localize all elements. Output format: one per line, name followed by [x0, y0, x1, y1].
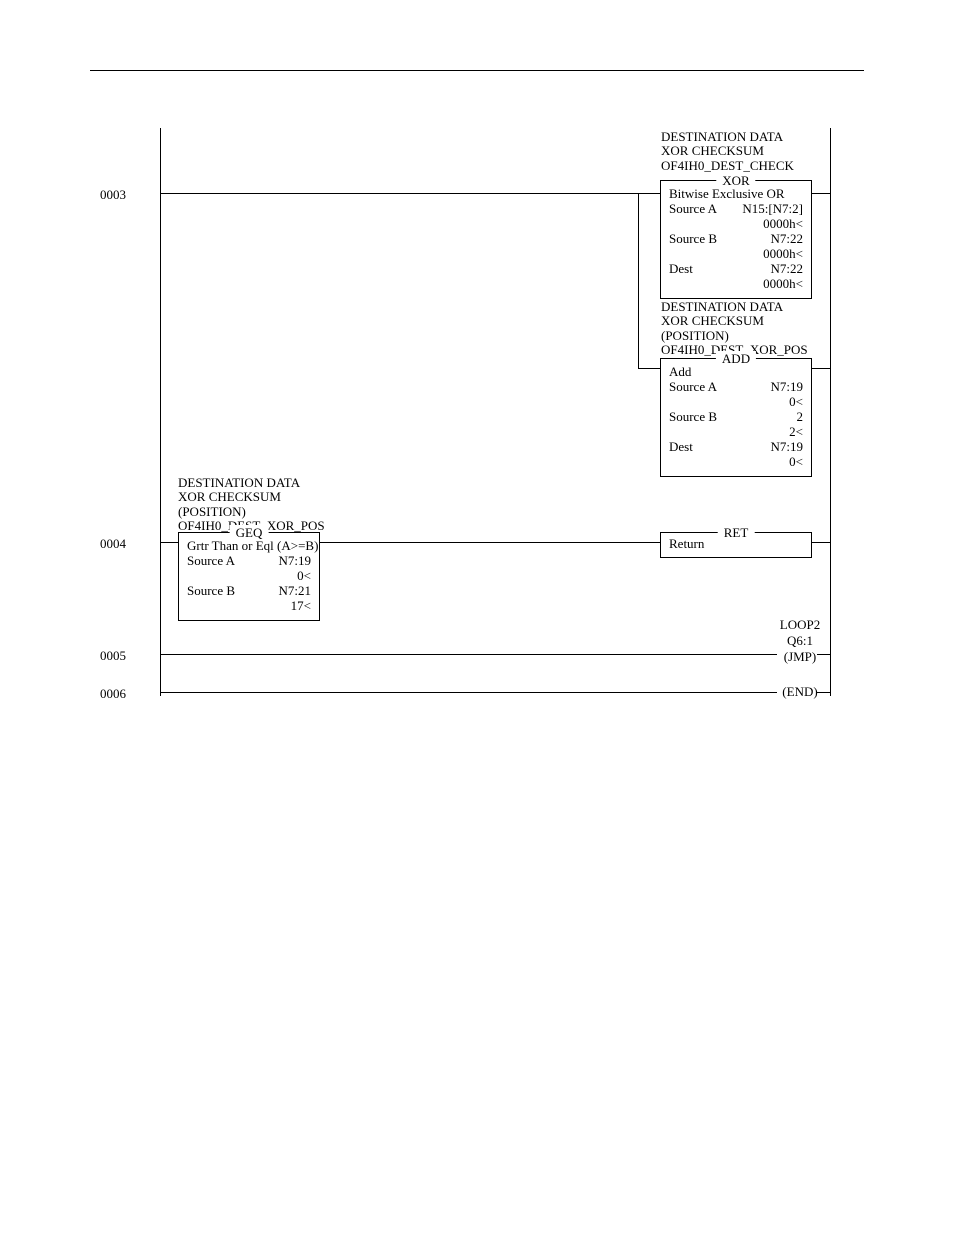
rung-wire: [160, 654, 777, 655]
coil-mnemonic: JMP: [788, 649, 812, 664]
instruction-comment: DESTINATION DATA XOR CHECKSUM OF4IH0_DES…: [661, 130, 794, 173]
add-instruction: ADD Add Source A N7:19 0< Source B 2 2< …: [660, 358, 812, 477]
param-address: N7:22: [753, 262, 804, 277]
comment-line: OF4IH0_DEST_CHECK: [661, 159, 794, 173]
param-label: Dest: [669, 440, 693, 455]
param-label: Source B: [669, 410, 717, 425]
param-label: Dest: [669, 262, 693, 277]
instruction-mnemonic: RET: [718, 525, 755, 541]
top-rule: [90, 70, 864, 71]
comment-line: DESTINATION DATA: [661, 300, 808, 314]
instruction-mnemonic: GEQ: [230, 525, 269, 541]
geq-instruction: GEQ Grtr Than or Eql (A>=B) Source A N7:…: [178, 532, 320, 621]
branch-wire: [638, 193, 639, 368]
param-label: Source B: [187, 584, 235, 599]
param-value: 0<: [771, 395, 803, 410]
rung-wire: [810, 368, 830, 369]
param-address: N7:19: [261, 554, 312, 569]
rung-wire: [318, 542, 660, 543]
comment-line: DESTINATION DATA: [178, 476, 325, 490]
instruction-mnemonic: XOR: [716, 173, 755, 189]
param-value: 0000h<: [745, 247, 803, 262]
rung-wire: [810, 542, 830, 543]
instruction-comment: DESTINATION DATA XOR CHECKSUM (POSITION)…: [661, 300, 808, 357]
param-value: 2<: [771, 425, 803, 440]
rung-number: 0006: [100, 686, 126, 702]
branch-wire: [830, 193, 831, 368]
instruction-title: Add: [669, 365, 803, 380]
comment-line: XOR CHECKSUM: [178, 490, 325, 504]
rung-number: 0004: [100, 536, 126, 552]
param-address: N15:[N7:2]: [724, 202, 803, 217]
param-address: N7:19: [753, 440, 804, 455]
left-power-rail: [160, 128, 161, 696]
rung-number: 0005: [100, 648, 126, 664]
jmp-coil: LOOP2 Q6:1 (JMP): [765, 617, 835, 665]
param-value: 0000h<: [745, 217, 803, 232]
comment-line: XOR CHECKSUM: [661, 144, 794, 158]
rung-wire: [160, 542, 178, 543]
rung-number: 0003: [100, 187, 126, 203]
rung-wire: [638, 193, 660, 194]
instruction-mnemonic: ADD: [716, 351, 756, 367]
end-coil: (END): [765, 684, 835, 700]
param-address: N7:22: [753, 232, 804, 247]
param-label: Source A: [669, 202, 717, 217]
rung-wire: [160, 692, 777, 693]
param-value: 0000h<: [745, 277, 803, 292]
comment-line: (POSITION): [178, 505, 325, 519]
param-label: Source A: [187, 554, 235, 569]
param-address: 2: [779, 410, 804, 425]
rung-wire: [810, 193, 830, 194]
comment-line: DESTINATION DATA: [661, 130, 794, 144]
param-label: Source A: [669, 380, 717, 395]
rung-wire: [638, 368, 660, 369]
rung-wire: [160, 193, 638, 194]
param-address: N7:19: [753, 380, 804, 395]
coil-label: LOOP2: [765, 617, 835, 633]
coil-mnemonic: END: [787, 684, 814, 699]
instruction-title: Bitwise Exclusive OR: [669, 187, 803, 202]
instruction-title: Grtr Than or Eql (A>=B): [187, 539, 311, 554]
ladder-diagram: 0003 DESTINATION DATA XOR CHECKSUM OF4IH…: [130, 128, 830, 698]
param-value: 17<: [273, 599, 311, 614]
param-label: Source B: [669, 232, 717, 247]
param-value: 0<: [279, 569, 311, 584]
param-value: 0<: [771, 455, 803, 470]
coil-label: Q6:1: [765, 633, 835, 649]
xor-instruction: XOR Bitwise Exclusive OR Source A N15:[N…: [660, 180, 812, 299]
ret-instruction: RET Return: [660, 532, 812, 558]
param-address: N7:21: [261, 584, 312, 599]
comment-line: (POSITION): [661, 329, 808, 343]
comment-line: XOR CHECKSUM: [661, 314, 808, 328]
